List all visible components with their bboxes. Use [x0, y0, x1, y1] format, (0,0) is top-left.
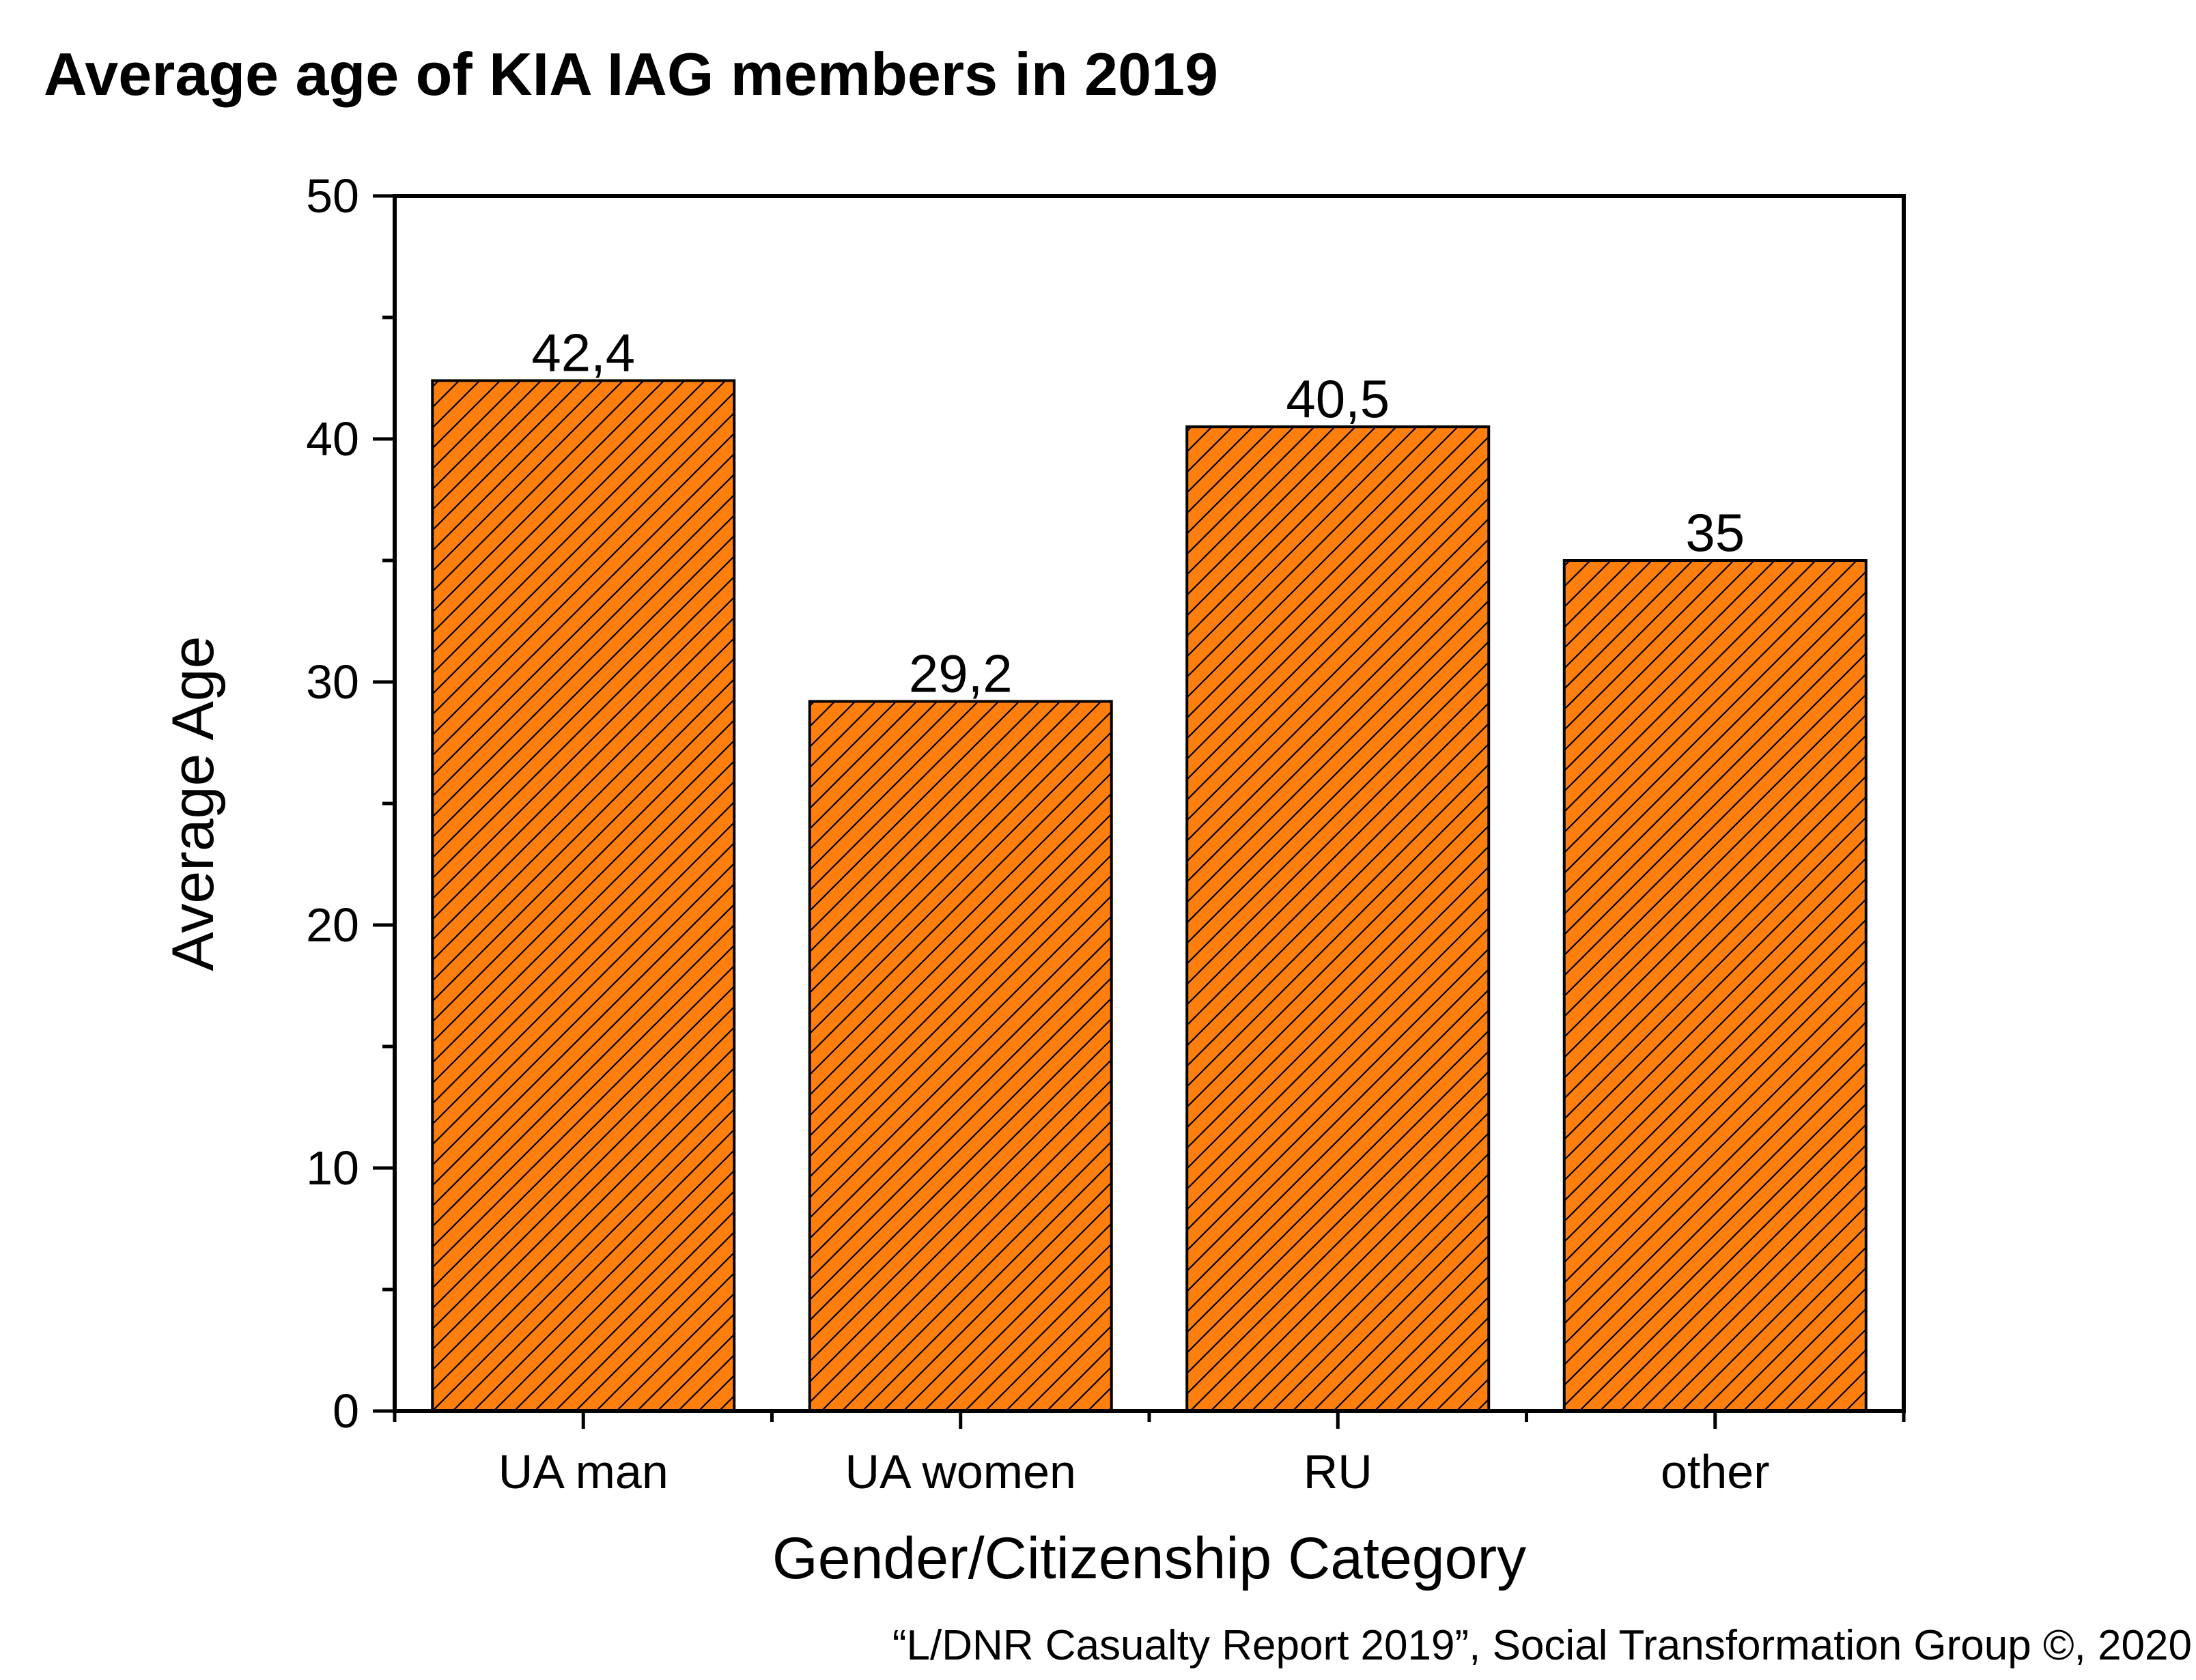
bars-layer: 42,4 29,2 40,5 35: [431, 323, 1868, 1413]
data-label: 42,4: [531, 323, 635, 383]
axis-layer: UA man UA women RU other 0 10 20 30 40 50: [306, 169, 1906, 1498]
y-tick-label: 10: [306, 1141, 359, 1195]
data-label: 35: [1685, 502, 1745, 563]
x-tick-label: UA man: [498, 1445, 668, 1498]
source-note: “L/DNR Casualty Report 2019”, Social Tra…: [892, 1622, 2192, 1669]
data-label: 40,5: [1286, 369, 1390, 429]
y-tick-label: 0: [333, 1384, 359, 1438]
chart-title: Average age of KIA IAG members in 2019: [44, 40, 1218, 108]
x-tick-label: UA women: [845, 1445, 1076, 1498]
y-tick-label: 50: [306, 169, 359, 223]
x-tick-label: other: [1661, 1445, 1770, 1498]
y-tick-label: 40: [306, 412, 359, 466]
bar-outline-3: [1562, 559, 1868, 1412]
y-axis-title: Average Age: [160, 636, 226, 971]
y-tick-label: 30: [306, 655, 359, 709]
x-axis-title: Gender/Citizenship Category: [772, 1526, 1526, 1591]
bar-outline-1: [808, 700, 1113, 1412]
y-tick-label: 20: [306, 898, 359, 952]
bar-outline-0: [431, 379, 736, 1412]
data-label: 29,2: [909, 643, 1013, 703]
bar-outline-2: [1185, 425, 1491, 1413]
x-tick-label: RU: [1304, 1445, 1372, 1498]
